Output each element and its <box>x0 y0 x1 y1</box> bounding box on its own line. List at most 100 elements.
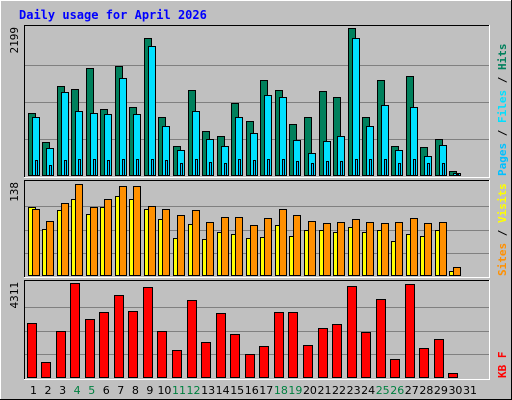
bar-sites-day-11 <box>177 215 185 276</box>
bar-pages-day-11 <box>180 163 183 176</box>
x-label-day-3: 3 <box>59 384 66 397</box>
bar-pages-day-16 <box>253 160 256 176</box>
legend-entry: Files <box>496 90 509 123</box>
x-label-day-17: 17 <box>259 384 273 397</box>
bar-sites-day-3 <box>61 203 69 276</box>
bar-pages-day-7 <box>122 159 125 176</box>
x-label-day-18: 18 <box>274 384 288 397</box>
x-label-day-1: 1 <box>30 384 37 397</box>
bar-sites-day-15 <box>235 217 243 276</box>
bar-pages-day-2 <box>49 165 52 176</box>
bar-kb-f-day-26 <box>390 359 400 378</box>
bar-kb-f-day-17 <box>259 346 269 378</box>
bar-sites-day-10 <box>162 209 170 276</box>
bar-kb-f-day-24 <box>361 332 371 378</box>
x-label-day-25: 25 <box>376 384 390 397</box>
bar-kb-f-day-8 <box>128 311 138 378</box>
bar-sites-day-12 <box>192 210 200 276</box>
bar-sites-day-16 <box>250 225 258 276</box>
bar-sites-day-7 <box>119 186 127 276</box>
bar-pages-day-14 <box>224 163 227 176</box>
bar-kb-f-day-21 <box>318 328 328 378</box>
bar-pages-day-17 <box>267 159 270 176</box>
y-max-label: 2199 <box>8 27 21 54</box>
bar-kb-f-day-3 <box>56 331 66 378</box>
y-max-label: 4311 <box>8 282 21 309</box>
legend-text: Pages / Files / Hits <box>496 44 509 177</box>
bar-kb-f-day-25 <box>376 299 386 378</box>
x-label-day-15: 15 <box>230 384 244 397</box>
bar-kb-f-day-12 <box>187 300 197 378</box>
bar-sites-day-19 <box>293 215 301 276</box>
bar-sites-day-26 <box>395 222 403 276</box>
bar-kb-f-day-23 <box>347 286 357 378</box>
x-label-day-16: 16 <box>245 384 259 397</box>
bar-kb-f-day-27 <box>405 284 415 378</box>
bar-sites-day-29 <box>439 222 447 276</box>
bar-pages-day-6 <box>107 160 110 176</box>
bar-sites-day-25 <box>381 223 389 276</box>
bar-kb-f-day-15 <box>230 334 240 378</box>
bar-sites-day-6 <box>104 199 112 276</box>
x-label-day-31: 31 <box>463 384 477 397</box>
bar-kb-f-day-14 <box>216 313 226 378</box>
panel-bottom: 4311 KB F <box>8 280 509 380</box>
bar-sites-day-9 <box>148 206 156 276</box>
bar-pages-day-23 <box>355 159 358 176</box>
bar-kb-f-day-5 <box>85 319 95 378</box>
bar-pages-day-30 <box>456 174 459 176</box>
bar-kb-f-day-30 <box>448 373 458 378</box>
x-label-day-26: 26 <box>390 384 404 397</box>
legend-entry: KB F <box>496 352 509 379</box>
x-label-day-9: 9 <box>146 384 153 397</box>
legend-entry: Visits <box>496 183 509 223</box>
bar-pages-day-26 <box>398 163 401 176</box>
bar-pages-day-8 <box>136 159 139 176</box>
x-label-day-8: 8 <box>132 384 139 397</box>
bar-pages-day-10 <box>165 160 168 176</box>
x-label-day-7: 7 <box>117 384 124 397</box>
x-label-day-21: 21 <box>318 384 332 397</box>
bar-pages-day-18 <box>282 159 285 176</box>
x-label-day-4: 4 <box>74 384 81 397</box>
bar-kb-f-day-1 <box>27 323 37 378</box>
bar-pages-day-19 <box>296 161 299 176</box>
x-label-day-24: 24 <box>361 384 375 397</box>
bar-pages-day-27 <box>413 159 416 176</box>
legend-entry: / <box>496 223 509 243</box>
chart-title: Daily usage for April 2026 <box>19 8 207 22</box>
bar-pages-day-21 <box>326 161 329 176</box>
bar-kb-f-day-4 <box>70 283 80 378</box>
bar-sites-day-17 <box>264 218 272 276</box>
bar-sites-day-23 <box>352 219 360 276</box>
legend-entry: Hits <box>496 44 509 71</box>
x-label-day-19: 19 <box>288 384 302 397</box>
legend-entry: Sites <box>496 243 509 276</box>
bar-pages-day-5 <box>93 159 96 176</box>
bar-pages-day-22 <box>340 161 343 176</box>
bar-kb-f-day-11 <box>172 350 182 378</box>
y-max-label: 138 <box>8 182 21 202</box>
legend-entry: / <box>496 70 509 90</box>
bar-sites-day-4 <box>75 184 83 276</box>
bar-files-day-23 <box>352 38 360 176</box>
bar-sites-day-14 <box>221 217 229 276</box>
x-label-day-29: 29 <box>434 384 448 397</box>
bar-sites-day-13 <box>206 222 214 276</box>
bar-kb-f-day-7 <box>114 295 124 378</box>
x-label-day-14: 14 <box>216 384 230 397</box>
legend-entry: / <box>496 123 509 143</box>
legend-text: KB F <box>496 352 509 379</box>
x-label-day-27: 27 <box>405 384 419 397</box>
bar-kb-f-day-20 <box>303 345 313 378</box>
bar-pages-day-3 <box>64 160 67 176</box>
bar-kb-f-day-16 <box>245 354 255 378</box>
bar-pages-day-15 <box>238 159 241 176</box>
bar-pages-day-4 <box>78 159 81 176</box>
bar-kb-f-day-10 <box>157 331 167 378</box>
bar-pages-day-1 <box>35 160 38 176</box>
bar-pages-day-25 <box>384 159 387 176</box>
bar-sites-day-30 <box>453 267 461 276</box>
panel-middle: 138 Sites / Visits <box>8 180 509 278</box>
